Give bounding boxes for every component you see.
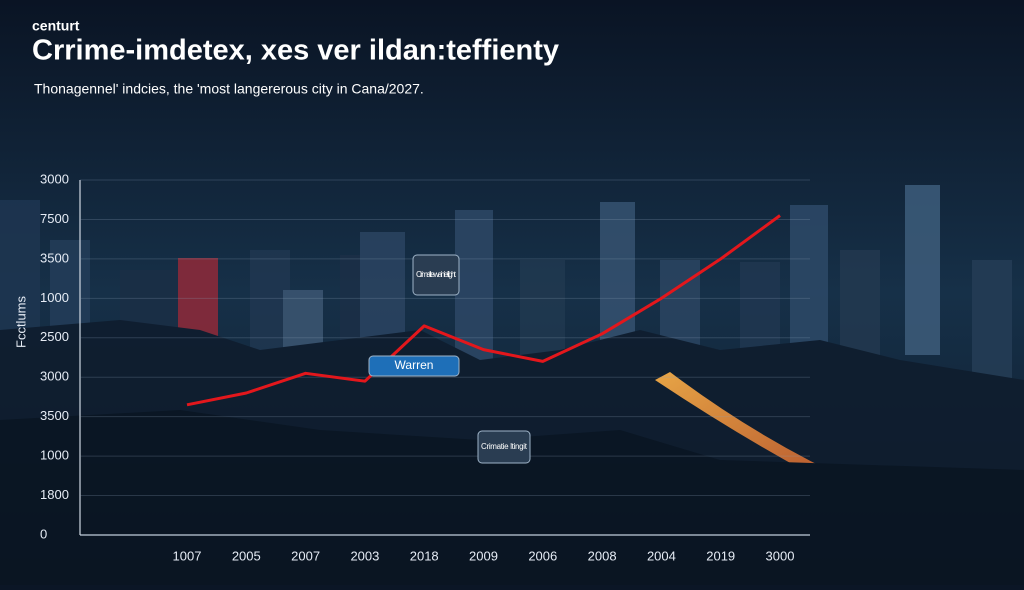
y-tick-label: 1800 <box>40 487 69 502</box>
x-tick-label: 2009 <box>469 548 498 563</box>
x-tick-label: 2003 <box>350 548 379 563</box>
y-tick-label: 3000 <box>40 171 69 186</box>
y-tick-label: 3500 <box>40 408 69 423</box>
chart-title: Crrime-imdetex, xes ver ildan:teffienty <box>32 35 559 67</box>
y-tick-label: 1000 <box>40 290 69 305</box>
x-tick-label: 2004 <box>647 548 676 563</box>
y-tick-label: 3500 <box>40 250 69 265</box>
annotation: Warren <box>395 358 434 372</box>
line-series <box>186 214 781 407</box>
annotation: Crimatie ltingit <box>481 442 528 451</box>
x-tick-label: 2007 <box>291 548 320 563</box>
x-tick-label: 2008 <box>588 548 617 563</box>
chart-subtitle: Thonagennel' indcies, the 'most langerer… <box>34 81 424 97</box>
x-tick-label: 2019 <box>706 548 735 563</box>
x-tick-label: 2005 <box>232 548 261 563</box>
x-tick-label: 1007 <box>173 548 202 563</box>
annotation-box <box>368 355 460 377</box>
y-tick-label: 1000 <box>40 448 69 463</box>
y-tick-label: 2500 <box>40 329 69 344</box>
x-tick-label: 2006 <box>528 548 557 563</box>
y-tick-label: 3000 <box>40 369 69 384</box>
y-axis-label: Fcctlums <box>13 296 28 349</box>
y-tick-label: 7500 <box>40 211 69 226</box>
annotation: Crimalite wainie ltiight <box>416 270 457 279</box>
x-tick-label: 3000 <box>766 548 795 563</box>
annotation-box <box>477 430 531 464</box>
kicker: centurt <box>32 18 80 34</box>
y-tick-label: 0 <box>40 526 47 541</box>
x-tick-label: 2018 <box>410 548 439 563</box>
annotation-box <box>412 254 460 296</box>
